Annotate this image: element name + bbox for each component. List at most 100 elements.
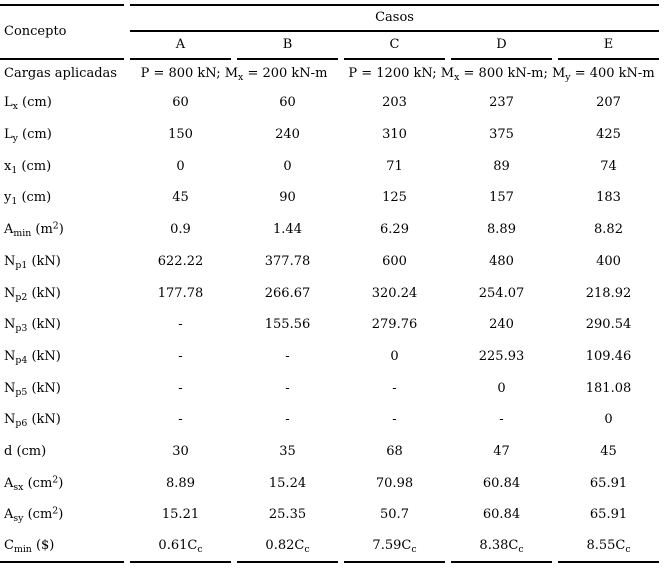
row-label: Np1 (kN) xyxy=(4,253,61,271)
applied-loads-row: Cargas aplicadas P = 800 kN; Mx = 200 kN-… xyxy=(0,60,659,88)
cell-value: 125 xyxy=(382,190,407,206)
cell-value: 25.35 xyxy=(268,507,307,523)
cell-value: 240 xyxy=(489,317,514,333)
cell-value: 290.54 xyxy=(585,317,632,333)
cell-value: - xyxy=(392,380,397,396)
cell-value: 320.24 xyxy=(371,285,418,301)
cell-value: 155.56 xyxy=(264,317,311,333)
cell-value: 480 xyxy=(489,253,514,269)
cell-value: 60 xyxy=(172,95,189,111)
table-row: Amin (m2) 0.9 1.44 6.29 8.89 8.82 xyxy=(0,215,659,247)
row-label: y1 (cm) xyxy=(4,190,52,208)
table-row: Np4 (kN) - - 0 225.93 109.46 xyxy=(0,342,659,374)
cell-value: 89 xyxy=(493,158,510,174)
cell-value: 181.08 xyxy=(585,380,632,396)
cell-value: 45 xyxy=(172,190,189,206)
cell-value: 8.55Cc xyxy=(558,532,660,564)
row-label: Np6 (kN) xyxy=(4,412,61,430)
cell-value: 30 xyxy=(172,443,189,459)
cell-value: 0.9 xyxy=(170,222,191,238)
cell-value: 8.89 xyxy=(166,475,195,491)
table-row: Lx (cm) 60 60 203 237 207 xyxy=(0,88,659,120)
cell-value: 60 xyxy=(279,95,296,111)
cell-value: 377.78 xyxy=(264,253,311,269)
cell-value: 15.24 xyxy=(268,475,307,491)
cell-value: 47 xyxy=(493,443,510,459)
row-label: x1 (cm) xyxy=(4,158,52,176)
applied-loads-value: P = 800 kN; Mx = 200 kN-m xyxy=(140,65,328,83)
applied-loads-value: P = 1200 kN; Mx = 800 kN-m; My = 400 kN-… xyxy=(348,65,655,83)
row-label: Cargas aplicadas xyxy=(4,65,117,81)
cell-value: - xyxy=(178,348,183,364)
cell-value: - xyxy=(392,412,397,428)
cell-value: 157 xyxy=(489,190,514,206)
row-label: Ly (cm) xyxy=(4,127,52,144)
case-header-B: B xyxy=(237,32,338,60)
cell-value: 8.38Cc xyxy=(451,532,552,564)
case-header-E: E xyxy=(558,32,660,60)
table-row: Np6 (kN) - - - - 0 xyxy=(0,405,659,437)
cell-value: 425 xyxy=(596,127,621,143)
cell-value: 8.82 xyxy=(594,222,623,238)
cell-value: 6.29 xyxy=(380,222,409,238)
table-row: Np5 (kN) - - - 0 181.08 xyxy=(0,373,659,405)
cell-value: - xyxy=(285,412,290,428)
cell-value: 207 xyxy=(596,95,621,111)
cell-value: 266.67 xyxy=(264,285,311,301)
cell-value: 8.89 xyxy=(487,222,516,238)
table-row: Np1 (kN) 622.22 377.78 600 480 400 xyxy=(0,246,659,278)
cell-value: - xyxy=(285,380,290,396)
cell-value: 177.78 xyxy=(157,285,204,301)
cell-value: - xyxy=(285,348,290,364)
concepto-header: Concepto xyxy=(0,4,124,60)
cell-value: 60.84 xyxy=(482,475,521,491)
cell-value: 237 xyxy=(489,95,514,111)
cell-value: 70.98 xyxy=(375,475,414,491)
row-label: Asx (cm2) xyxy=(4,473,64,493)
cell-value: 45 xyxy=(600,443,617,459)
row-label: Cmin ($) xyxy=(0,532,124,564)
cell-value: 50.7 xyxy=(380,507,409,523)
cell-value: 0 xyxy=(176,158,185,174)
cell-value: 1.44 xyxy=(273,222,302,238)
row-label: Np4 (kN) xyxy=(4,348,61,366)
cell-value: - xyxy=(178,317,183,333)
row-label: Np2 (kN) xyxy=(4,285,61,303)
table-row: Ly (cm) 150 240 310 375 425 xyxy=(0,120,659,152)
cell-value: - xyxy=(178,380,183,396)
cell-value: 109.46 xyxy=(585,348,632,364)
cell-value: 279.76 xyxy=(371,317,418,333)
cell-value: 7.59Cc xyxy=(344,532,445,564)
cell-value: 375 xyxy=(489,127,514,143)
row-label: Asy (cm2) xyxy=(4,505,64,525)
cell-value: 68 xyxy=(386,443,403,459)
row-label: Np3 (kN) xyxy=(4,317,61,334)
cell-value: 0 xyxy=(604,412,613,428)
cell-value: 183 xyxy=(596,190,621,206)
cell-value: - xyxy=(178,412,183,428)
table-row: y1 (cm) 45 90 125 157 183 xyxy=(0,183,659,215)
row-label: Lx (cm) xyxy=(4,95,52,113)
cell-value: 310 xyxy=(382,127,407,143)
cell-value: 622.22 xyxy=(157,253,204,269)
header-row-casos: Concepto Casos xyxy=(0,4,660,60)
cell-value: 218.92 xyxy=(585,285,632,301)
case-header-C: C xyxy=(344,32,445,60)
case-header-A: A xyxy=(130,32,231,60)
cell-value: 90 xyxy=(279,190,296,206)
table-row: Asx (cm2) 8.89 15.24 70.98 60.84 65.91 xyxy=(0,468,659,500)
table-row: x1 (cm) 0 0 71 89 74 xyxy=(0,151,659,183)
cell-value: 65.91 xyxy=(589,475,628,491)
cell-value: 150 xyxy=(168,127,193,143)
table-body: Cargas aplicadas P = 800 kN; Mx = 200 kN-… xyxy=(0,60,660,564)
cell-value: 60.84 xyxy=(482,507,521,523)
row-label: Np5 (kN) xyxy=(4,380,61,398)
cell-value: 225.93 xyxy=(478,348,525,364)
case-header-D: D xyxy=(451,32,552,60)
cell-value: 0.61Cc xyxy=(130,532,231,564)
casos-header: Casos xyxy=(130,4,660,32)
row-label: Amin (m2) xyxy=(4,220,64,239)
